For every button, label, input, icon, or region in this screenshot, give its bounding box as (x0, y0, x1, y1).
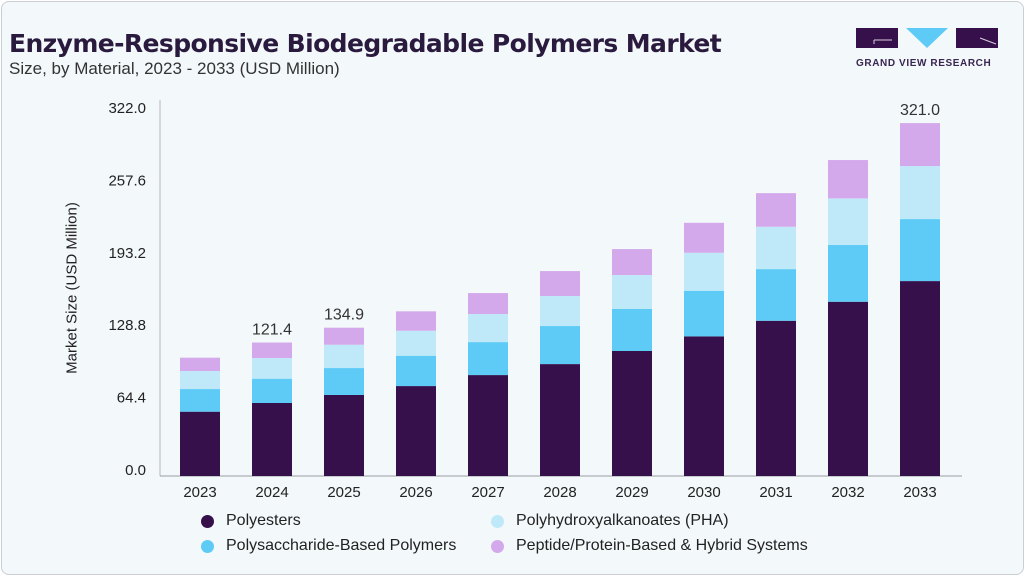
bar-segment (180, 389, 220, 412)
bar-segment (252, 403, 292, 476)
x-tick-label: 2023 (183, 484, 216, 501)
bar-segment (612, 309, 652, 352)
x-tick-label: 2025 (327, 484, 360, 501)
y-tick-label: 64.4 (117, 390, 146, 407)
bar-segment (396, 355, 436, 387)
bar-segment (684, 290, 724, 337)
x-tick-label: 2024 (255, 484, 288, 501)
legend-label: Peptide/Protein-Based & Hybrid Systems (516, 537, 808, 554)
grand-view-research-logo (856, 28, 998, 48)
chart-title: Enzyme-Responsive Biodegradable Polymers… (9, 29, 722, 58)
bar-segment (468, 293, 508, 315)
x-tick-label: 2032 (831, 484, 864, 501)
x-tick-label: 2028 (543, 484, 576, 501)
bar-segment (684, 222, 724, 253)
legend-label: Polyhydroxyalkanoates (PHA) (516, 512, 729, 529)
bar-segment (468, 342, 508, 376)
data-label: 321.0 (900, 102, 940, 119)
legend-item-pha: Polyhydroxyalkanoates (PHA) (491, 512, 729, 530)
bar-segment (252, 378, 292, 404)
bar-segment (756, 320, 796, 476)
y-tick-label: 322.0 (108, 100, 146, 117)
bar-segment (468, 314, 508, 343)
bar-segment (180, 371, 220, 390)
legend-item-polysaccharide: Polysaccharide-Based Polymers (201, 537, 456, 555)
legend-item-polyesters: Polyesters (201, 512, 301, 530)
bar-segment (180, 411, 220, 476)
bar-segment (756, 226, 796, 270)
bar-segment (252, 342, 292, 359)
bar-segment (900, 281, 940, 476)
bar-segment (324, 327, 364, 345)
chart-subtitle: Size, by Material, 2023 - 2033 (USD Mill… (9, 59, 340, 78)
y-tick-label: 128.8 (108, 317, 146, 334)
logo-text: GRAND VIEW RESEARCH (856, 58, 992, 69)
y-tick-label: 0.0 (125, 462, 146, 479)
bar-segment (684, 252, 724, 291)
bar-segment (612, 249, 652, 276)
bar-segment (468, 375, 508, 476)
bar-segment (396, 311, 436, 331)
bar-segment (396, 386, 436, 476)
bar-segment (324, 368, 364, 395)
x-tick-label: 2029 (615, 484, 648, 501)
legend-label: Polyesters (226, 512, 301, 529)
bar-segment (180, 357, 220, 372)
bar-segment (540, 326, 580, 365)
legend-dot (201, 539, 214, 553)
legend-dot (491, 514, 504, 528)
x-tick-label: 2026 (399, 484, 432, 501)
bar-segment (396, 330, 436, 356)
bar-segment (684, 336, 724, 476)
x-tick-label: 2031 (759, 484, 792, 501)
legend-dot (491, 539, 504, 553)
bar-segment (756, 269, 796, 321)
bar-segment (828, 160, 868, 199)
bar-segment (540, 296, 580, 327)
x-tick-label: 2030 (687, 484, 720, 501)
x-tick-label: 2033 (903, 484, 936, 501)
bar-segment (324, 344, 364, 369)
bar-segment (324, 394, 364, 476)
data-label: 134.9 (324, 307, 364, 324)
bar-segment (252, 358, 292, 379)
bar-segment (540, 364, 580, 476)
bar-segment (612, 351, 652, 476)
legend-dot (201, 514, 214, 528)
bar-segment (900, 219, 940, 282)
y-tick-label: 257.6 (108, 172, 146, 189)
y-tick-label: 193.2 (108, 245, 146, 262)
bar-segment (828, 245, 868, 302)
data-label: 121.4 (252, 322, 292, 339)
legend-label: Polysaccharide-Based Polymers (226, 537, 457, 554)
bar-segment (828, 198, 868, 246)
bar-segment (612, 275, 652, 310)
bar-segment (540, 271, 580, 297)
bar-segment (756, 193, 796, 227)
bar-segment (828, 301, 868, 476)
legend-item-peptide-protein: Peptide/Protein-Based & Hybrid Systems (491, 537, 808, 555)
x-tick-label: 2027 (471, 484, 504, 501)
bar-segment (900, 123, 940, 167)
bar-segment (900, 166, 940, 220)
